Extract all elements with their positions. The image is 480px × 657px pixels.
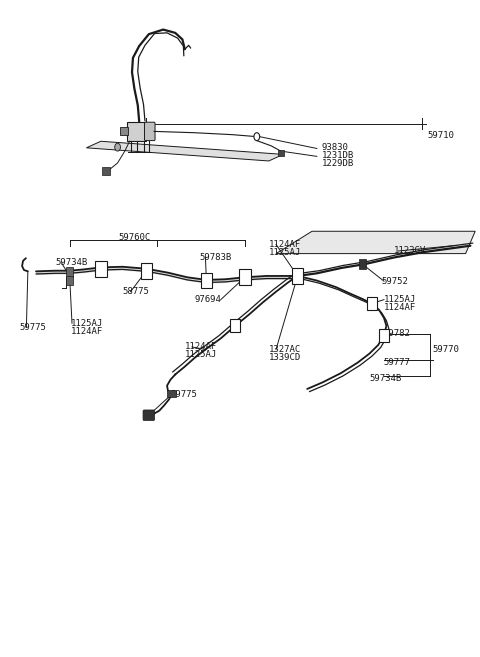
Circle shape [254,133,260,141]
Bar [127,122,146,141]
Text: 59760C: 59760C [118,233,151,242]
Text: 97694: 97694 [194,295,221,304]
Text: 59777: 59777 [383,358,410,367]
Text: 59710: 59710 [427,131,454,141]
Text: 1124AF: 1124AF [384,303,416,312]
Text: 59782: 59782 [383,329,410,338]
Bar [120,127,128,135]
Bar [201,273,212,288]
Polygon shape [86,141,283,161]
Text: 1229DB: 1229DB [322,159,354,168]
Text: 59734B: 59734B [55,258,87,267]
Text: 1125AJ: 1125AJ [269,248,301,257]
Bar [379,328,389,342]
Text: 1125AJ: 1125AJ [71,319,103,328]
Bar [230,319,240,332]
Bar [367,297,377,310]
Text: 58775: 58775 [122,287,149,296]
Text: 1124AF: 1124AF [269,240,301,249]
Bar [239,269,251,285]
Text: 59783B: 59783B [199,253,231,262]
Bar [292,268,303,284]
Circle shape [115,143,120,151]
Bar [102,167,110,175]
FancyBboxPatch shape [144,122,155,141]
Polygon shape [276,231,475,254]
Bar [167,390,176,397]
Text: 1327AC: 1327AC [269,345,301,354]
Text: 1125AJ: 1125AJ [384,295,416,304]
Bar [141,263,152,279]
Text: 59775: 59775 [170,390,197,399]
Text: 59734B: 59734B [370,374,402,383]
Bar [66,267,73,277]
Text: 59770: 59770 [432,345,459,354]
Text: 1124AF: 1124AF [185,342,217,351]
FancyBboxPatch shape [143,410,155,420]
Text: 59752: 59752 [382,277,408,286]
Bar [278,150,284,156]
Text: 1125AJ: 1125AJ [185,350,217,359]
Text: 1124AF: 1124AF [71,327,103,336]
Bar [359,259,366,269]
Text: 59775: 59775 [19,323,46,332]
Text: 1339CD: 1339CD [269,353,301,362]
Bar [66,276,73,285]
Bar [95,261,107,277]
Text: 1231DB: 1231DB [322,151,354,160]
Text: 1123GV: 1123GV [394,246,426,256]
Text: 93830: 93830 [322,143,348,152]
